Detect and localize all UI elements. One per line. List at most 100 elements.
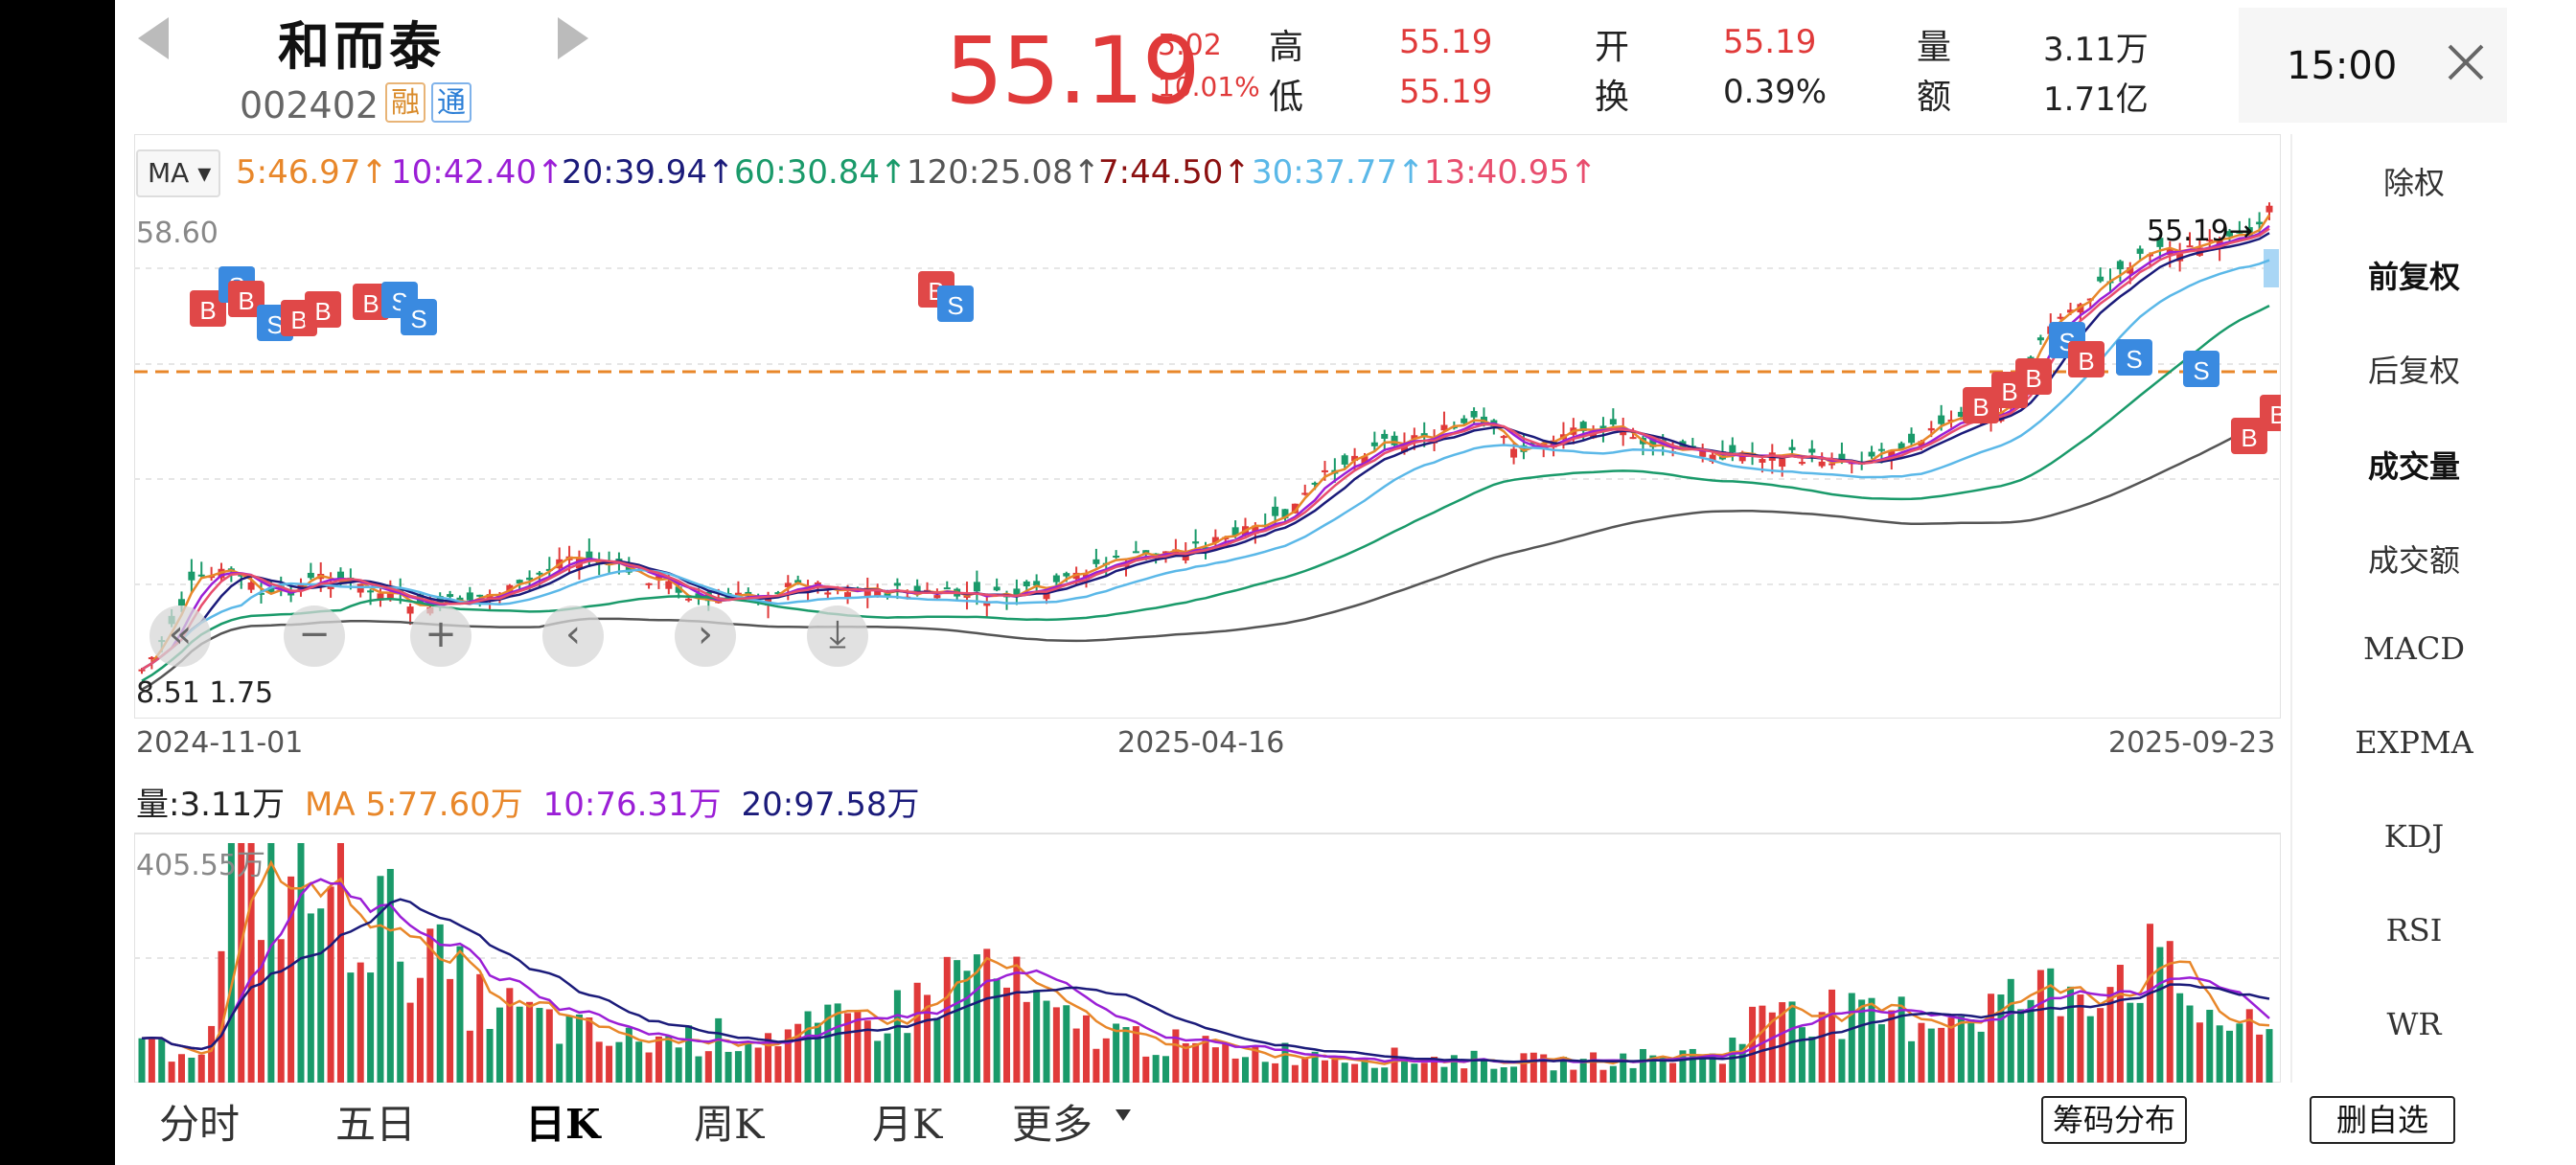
candle-body <box>1729 445 1736 453</box>
candle-body <box>197 574 205 577</box>
stock-detail-screen: 和而泰 002402 融 通 55.19 5.02 10.01% 高 55.19… <box>115 0 2576 1165</box>
volume-bar <box>1391 1047 1398 1083</box>
side-item-volume[interactable]: 成交量 <box>2367 448 2460 485</box>
volume-bar <box>1023 1001 1030 1083</box>
volume-bar <box>1043 1000 1050 1083</box>
close-icon[interactable] <box>2444 40 2488 84</box>
volume-bar <box>924 994 932 1083</box>
volume-bar <box>1570 1069 1577 1083</box>
scroll-back-button[interactable]: « <box>150 605 211 667</box>
volume-ma20: 20:97.58万 <box>741 786 920 824</box>
volume-bar <box>327 886 334 1083</box>
volume-bar <box>2216 1025 2223 1083</box>
candle-body <box>1609 419 1617 425</box>
signal-marker-text: S <box>2126 345 2142 374</box>
side-item-forward-adjusted[interactable]: 前复权 <box>2367 259 2460 295</box>
volume-bar <box>2106 987 2114 1083</box>
candle-body <box>545 568 553 571</box>
candle-body <box>1868 451 1875 457</box>
volume-bar <box>1868 997 1875 1083</box>
volume-bar <box>1003 987 1011 1083</box>
candle-body <box>2116 261 2124 270</box>
tab-intraday[interactable]: 分时 <box>159 1101 241 1148</box>
candle-body <box>257 592 264 595</box>
ma13-label: 13:40.95↑ <box>1424 153 1598 192</box>
ma-selector[interactable]: MA ▾ <box>136 149 220 197</box>
side-item-ex-rights[interactable]: 除权 <box>2382 165 2445 201</box>
volume-bar <box>586 1017 593 1083</box>
side-item-expma[interactable]: EXPMA <box>2355 724 2473 761</box>
amount-value: 1.71亿 <box>2043 80 2149 119</box>
next-stock-arrow-icon[interactable] <box>554 13 592 63</box>
side-item-backward-adjusted[interactable]: 后复权 <box>2367 353 2460 389</box>
volume-bar <box>715 1017 723 1083</box>
volume-bar <box>1609 1065 1617 1083</box>
candle-body <box>765 597 772 606</box>
volume-ma-line <box>141 898 2270 1063</box>
signal-marker-sell <box>2116 339 2152 376</box>
tab-daily-k[interactable]: 日K <box>525 1101 601 1148</box>
chip-distribution-button[interactable]: 筹码分布 <box>2041 1096 2187 1144</box>
volume-bar <box>247 843 255 1083</box>
candle-body <box>943 587 951 590</box>
tab-five-day[interactable]: 五日 <box>335 1101 417 1148</box>
signal-marker-buy <box>2231 418 2267 454</box>
volume-bar <box>794 1023 802 1083</box>
volume-bar <box>2166 941 2174 1083</box>
side-item-rsi[interactable]: RSI <box>2385 912 2443 948</box>
volume-bar <box>1450 1055 1458 1083</box>
volume-bar <box>685 1025 693 1083</box>
volume-bar <box>2036 970 2044 1083</box>
volume-chart[interactable] <box>134 824 2281 1083</box>
prev-stock-arrow-icon[interactable] <box>134 13 172 63</box>
volume-bar <box>1779 1002 1786 1083</box>
zoom-in-button[interactable]: + <box>410 605 472 667</box>
candle-body <box>1898 443 1905 449</box>
reset-view-button[interactable]: ⤓ <box>807 605 868 667</box>
volume-bar <box>695 1056 702 1083</box>
volume-bar <box>2136 1002 2144 1083</box>
time-display[interactable]: 15:00 <box>2287 44 2398 88</box>
tab-weekly-k[interactable]: 周K <box>694 1101 765 1148</box>
tab-more[interactable]: 更多 <box>1012 1101 1093 1148</box>
volume-bar <box>2256 1034 2264 1083</box>
side-item-wr[interactable]: WR <box>2386 1006 2442 1042</box>
candle-body <box>1351 455 1359 462</box>
candle-body <box>615 559 623 561</box>
candle-body <box>1599 425 1607 430</box>
candle-body <box>1579 422 1587 432</box>
volume-bar <box>556 1043 564 1083</box>
side-item-kdj[interactable]: KDJ <box>2383 818 2445 855</box>
candlestick-chart[interactable]: BSBSBBBSSBSBBBSBSSBB <box>134 134 2281 719</box>
candle-body <box>536 572 543 575</box>
ma-line-60 <box>141 304 2270 682</box>
candle-body <box>1013 588 1021 596</box>
volume-bar <box>288 876 295 1083</box>
side-item-macd[interactable]: MACD <box>2362 630 2465 667</box>
volume-bar <box>1540 1054 1548 1083</box>
candle-body <box>447 594 454 597</box>
volume-bar <box>486 1028 494 1083</box>
volume-bar <box>1957 1016 1965 1083</box>
volume-bar <box>2196 1022 2203 1083</box>
scroll-prev-button[interactable]: ‹ <box>542 605 604 667</box>
candle-body <box>267 587 275 593</box>
scroll-next-button[interactable]: › <box>675 605 736 667</box>
remove-watchlist-button[interactable]: 删自选 <box>2310 1096 2455 1144</box>
volume-bar <box>1291 1064 1299 1083</box>
price-change-pct: 10.01% <box>1158 71 1260 103</box>
volume-bar <box>724 1051 732 1083</box>
candle-body <box>2067 309 2075 313</box>
volume-bar <box>1579 1059 1587 1083</box>
tab-monthly-k[interactable]: 月K <box>872 1101 943 1148</box>
turnover-label: 换 <box>1595 78 1630 117</box>
volume-bar <box>1689 1048 1696 1083</box>
volume-bar <box>516 1006 523 1083</box>
volume-bar <box>2047 968 2055 1083</box>
volume-bar <box>1460 1068 1468 1083</box>
candle-body <box>625 565 632 573</box>
side-item-amount[interactable]: 成交额 <box>2367 542 2460 579</box>
candle-body <box>1063 573 1070 577</box>
volume-bar <box>2086 1016 2094 1083</box>
zoom-out-button[interactable]: − <box>284 605 345 667</box>
